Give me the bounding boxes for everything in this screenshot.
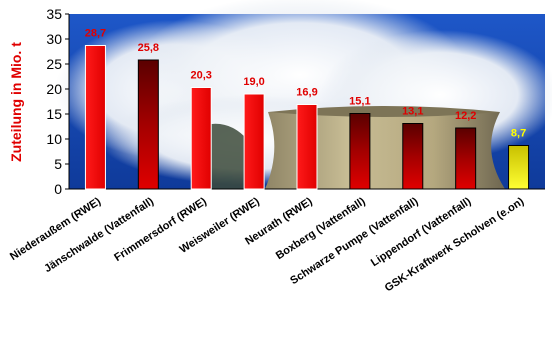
value-label: 28,7 [85, 28, 106, 40]
category-label: Lippendorf (Vattenfall) [369, 195, 474, 269]
y-tick-label: 10 [46, 131, 62, 147]
value-label: 8,7 [511, 128, 526, 140]
y-tick-label: 0 [54, 181, 62, 197]
value-label: 20,3 [191, 70, 212, 82]
value-label: 15,1 [349, 96, 370, 108]
bar [509, 146, 529, 190]
x-axis-labels: Niederaußem (RWE)Jänschwalde (Vattenfall… [8, 195, 526, 294]
y-tick-label: 25 [46, 56, 62, 72]
value-label: 13,1 [402, 106, 423, 118]
bar [244, 94, 264, 189]
y-tick-label: 35 [46, 6, 62, 22]
y-axis-title: Zuteilung in Mio. t [8, 42, 24, 162]
bar [138, 60, 158, 189]
y-tick-label: 15 [46, 106, 62, 122]
bar [191, 88, 211, 190]
bar [403, 124, 423, 190]
y-tick-label: 20 [46, 81, 62, 97]
y-tick-label: 30 [46, 31, 62, 47]
value-label: 12,2 [455, 110, 476, 122]
bar [297, 105, 317, 190]
value-label: 19,0 [243, 76, 264, 88]
bar [350, 114, 370, 190]
value-label: 16,9 [296, 87, 317, 99]
y-tick-label: 5 [54, 156, 62, 172]
category-label: Niederaußem (RWE) [8, 195, 103, 263]
category-label: Frimmersdorf (RWE) [112, 195, 209, 264]
value-label: 25,8 [138, 42, 159, 54]
bar [85, 46, 105, 190]
category-label: Boxberg (Vattenfall) [274, 195, 368, 262]
bar [456, 128, 476, 189]
